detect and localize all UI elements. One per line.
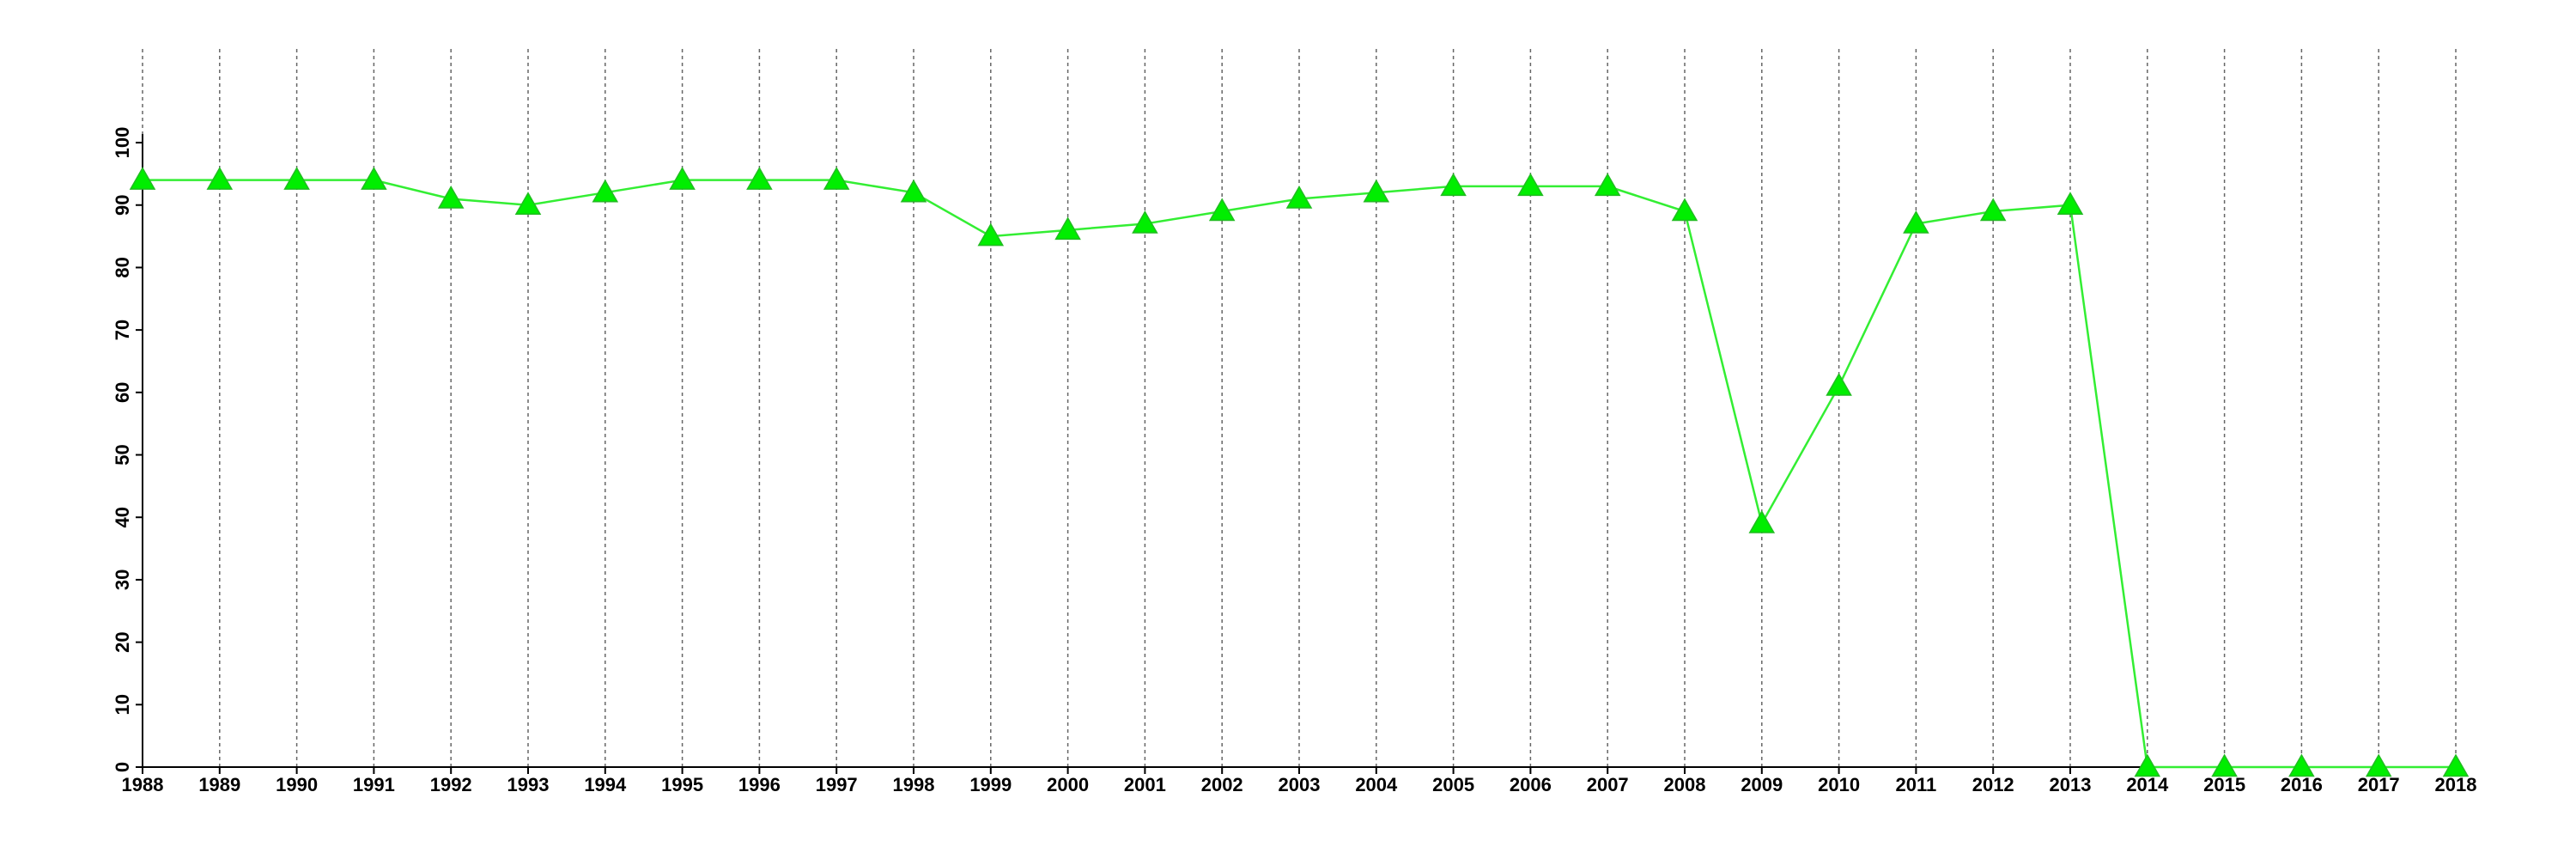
x-tick-label: 2009 — [1741, 774, 1783, 795]
x-tick-label: 1994 — [584, 774, 627, 795]
x-tick-label: 1993 — [507, 774, 550, 795]
x-tick-label: 1996 — [738, 774, 781, 795]
x-tick-label: 1989 — [198, 774, 240, 795]
marker — [592, 179, 619, 203]
marker — [2288, 753, 2315, 777]
x-tick-label: 2005 — [1432, 774, 1474, 795]
marker — [2211, 753, 2238, 777]
marker — [669, 167, 696, 190]
marker — [1363, 179, 1390, 203]
x-tick-label: 2011 — [1896, 774, 1937, 795]
marker — [977, 222, 1005, 247]
x-tick-label: 2001 — [1124, 774, 1166, 795]
marker — [1208, 198, 1236, 222]
marker — [514, 192, 542, 215]
marker — [1903, 210, 1929, 234]
marker — [746, 167, 773, 190]
x-tick-label: 2006 — [1510, 774, 1552, 795]
x-tick-label: 2013 — [2050, 774, 2092, 795]
marker — [1440, 173, 1467, 197]
y-tick-label: 100 — [112, 127, 133, 159]
marker — [1054, 216, 1081, 241]
x-tick-label: 2003 — [1279, 774, 1321, 795]
x-tick-label: 2010 — [1818, 774, 1860, 795]
y-tick-label: 60 — [112, 382, 133, 403]
marker — [437, 185, 465, 209]
y-tick-label: 70 — [112, 320, 133, 340]
x-tick-label: 1995 — [661, 774, 703, 795]
x-tick-label: 1988 — [122, 774, 164, 795]
x-tick-label: 2008 — [1664, 774, 1706, 795]
x-tick-label: 2000 — [1047, 774, 1089, 795]
marker — [1285, 185, 1313, 209]
marker — [1594, 173, 1621, 197]
y-tick-label: 10 — [112, 694, 133, 715]
marker — [1826, 373, 1852, 396]
marker — [283, 167, 310, 190]
x-tick-label: 1997 — [816, 774, 858, 795]
marker — [1671, 198, 1698, 222]
x-tick-label: 1992 — [430, 774, 472, 795]
y-tick-label: 40 — [112, 507, 133, 527]
series-line — [143, 179, 2456, 769]
x-tick-label: 2004 — [1355, 774, 1398, 795]
y-tick-label: 0 — [112, 762, 133, 772]
y-tick-label: 30 — [112, 570, 133, 590]
y-tick-label: 20 — [112, 631, 133, 652]
x-tick-label: 2017 — [2358, 774, 2400, 795]
marker — [361, 167, 387, 190]
marker — [2057, 192, 2084, 215]
marker — [823, 167, 850, 190]
x-tick-label: 1998 — [893, 774, 935, 795]
marker — [900, 179, 927, 203]
marker — [2134, 753, 2161, 777]
marker — [1979, 198, 2007, 222]
x-tick-label: 2014 — [2126, 774, 2169, 795]
x-tick-label: 2018 — [2435, 774, 2477, 795]
marker — [2442, 753, 2470, 777]
x-tick-label: 1990 — [276, 774, 318, 795]
marker — [1132, 210, 1158, 234]
marker — [206, 167, 234, 190]
x-tick-label: 2012 — [1972, 774, 2014, 795]
marker — [1748, 509, 1776, 533]
x-tick-label: 1991 — [353, 774, 395, 795]
y-tick-label: 80 — [112, 257, 133, 277]
x-tick-label: 1999 — [969, 774, 1012, 795]
y-tick-label: 50 — [112, 444, 133, 465]
x-tick-label: 2007 — [1587, 774, 1629, 795]
marker — [129, 167, 156, 190]
marker — [1517, 173, 1544, 197]
marker — [2365, 753, 2392, 777]
y-tick-label: 90 — [112, 194, 133, 215]
x-tick-label: 2016 — [2281, 774, 2323, 795]
x-tick-label: 2015 — [2203, 774, 2245, 795]
x-tick-label: 2002 — [1201, 774, 1243, 795]
